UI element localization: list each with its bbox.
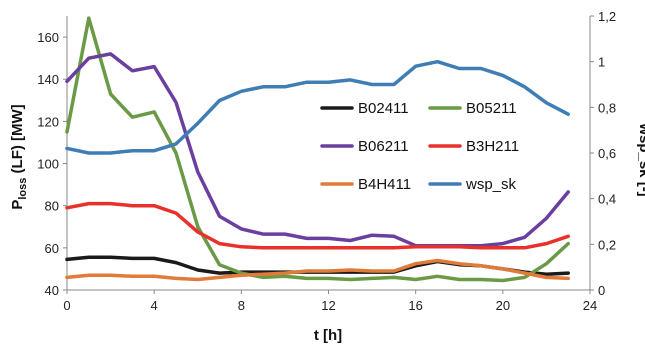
y-left-tick-labels: 40 60 80 100 120 140 160 [37, 30, 67, 298]
series-line-b4h411 [65, 258, 570, 282]
series-line-b06211 [65, 52, 570, 248]
series-line-b05211 [65, 16, 570, 283]
y-right-tick-labels: 0 0,2 0,4 0,6 0,8 1 1,2 [590, 9, 616, 298]
y-right-tick-label: 0,4 [598, 192, 616, 207]
y-left-axis-title-sub: loss [17, 178, 29, 200]
y-left-axis-title-rest: (LF) [MW] [9, 104, 26, 177]
x-tick-label: 4 [151, 298, 158, 313]
y-left-tick-label: 80 [45, 199, 59, 214]
x-tick-label: 16 [408, 298, 422, 313]
series-line-wsp-sk [65, 59, 570, 155]
x-tick-label: 8 [238, 298, 245, 313]
y-left-tick-label: 40 [45, 283, 59, 298]
y-left-tick-label: 140 [37, 72, 59, 87]
y-left-tick-label: 160 [37, 30, 59, 45]
y-left-tick-label: 60 [45, 241, 59, 256]
y-left-axis-title: Ploss (LF) [MW] [9, 104, 29, 209]
y-right-tick-label: 0,8 [598, 100, 616, 115]
y-right-tick-label: 1 [598, 55, 605, 70]
series-line-b3h211 [65, 201, 570, 250]
y-right-axis-title: wsp_sk [-] [636, 122, 645, 196]
x-tick-label: 20 [496, 298, 510, 313]
legend-label: wsp_sk [465, 176, 517, 193]
y-right-tick-label: 0,2 [598, 237, 616, 252]
legend-label: B4H411 [358, 176, 411, 193]
legend-label: B3H211 [466, 138, 519, 155]
y-right-tick-label: 1,2 [598, 9, 616, 24]
x-tick-labels: 0 4 8 12 16 20 24 [63, 290, 597, 313]
y-right-tick-label: 0 [598, 283, 605, 298]
legend: B02411 B05211 B06211 B3H211 B4H411 wsp_sk [318, 96, 530, 196]
y-left-axis-title-main: P [9, 200, 26, 210]
x-tick-label: 12 [321, 298, 335, 313]
x-tick-label: 0 [63, 298, 70, 313]
legend-label: B06211 [358, 138, 409, 155]
y-right-tick-label: 0,6 [598, 146, 616, 161]
y-left-tick-label: 120 [37, 114, 59, 129]
series-lines [65, 16, 570, 283]
y-left-tick-label: 100 [37, 157, 59, 172]
legend-label: B02411 [358, 100, 409, 117]
x-tick-label: 24 [583, 298, 597, 313]
legend-label: B05211 [466, 100, 517, 117]
x-axis-title: t [h] [314, 327, 342, 344]
